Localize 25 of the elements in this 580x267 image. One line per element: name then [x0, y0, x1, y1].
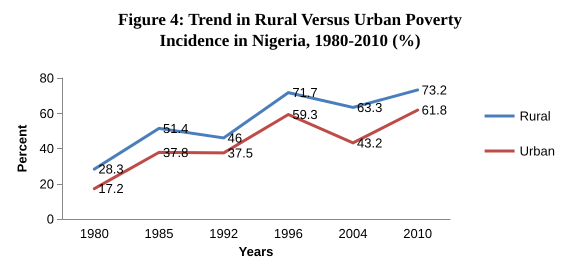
legend-label: Rural [520, 108, 551, 124]
y-tick-label: 40 [40, 141, 54, 156]
data-label: 61.8 [422, 102, 447, 118]
data-label: 17.2 [98, 181, 124, 196]
x-axis-title: Years [238, 244, 274, 259]
y-tick-label: 20 [40, 176, 54, 192]
data-label: 46 [228, 130, 242, 146]
y-tick-label: 80 [40, 70, 54, 86]
x-tick-label: 1980 [80, 226, 109, 241]
x-tick-label: 1992 [209, 226, 238, 241]
y-tick-label: 60 [40, 106, 54, 121]
legend-label: Urban [520, 144, 556, 158]
x-tick-label: 1985 [144, 226, 174, 241]
data-label: 59.3 [292, 106, 318, 122]
data-label: 73.2 [422, 82, 447, 98]
data-label: 43.2 [357, 135, 382, 150]
data-label: 63.3 [357, 100, 382, 115]
data-label: 37.5 [228, 145, 253, 160]
y-tick-label: 0 [46, 212, 54, 226]
x-tick-label: 2004 [338, 226, 368, 241]
data-label: 28.3 [98, 162, 124, 177]
x-tick-label: 1996 [274, 226, 303, 241]
chart-title: Figure 4: Trend in Rural Versus Urban Poverty Incidence in Nigeria, 1980-2010 (%) [118, 10, 462, 50]
y-axis-title: Percent [14, 124, 30, 172]
x-tick-label: 2010 [403, 226, 432, 241]
